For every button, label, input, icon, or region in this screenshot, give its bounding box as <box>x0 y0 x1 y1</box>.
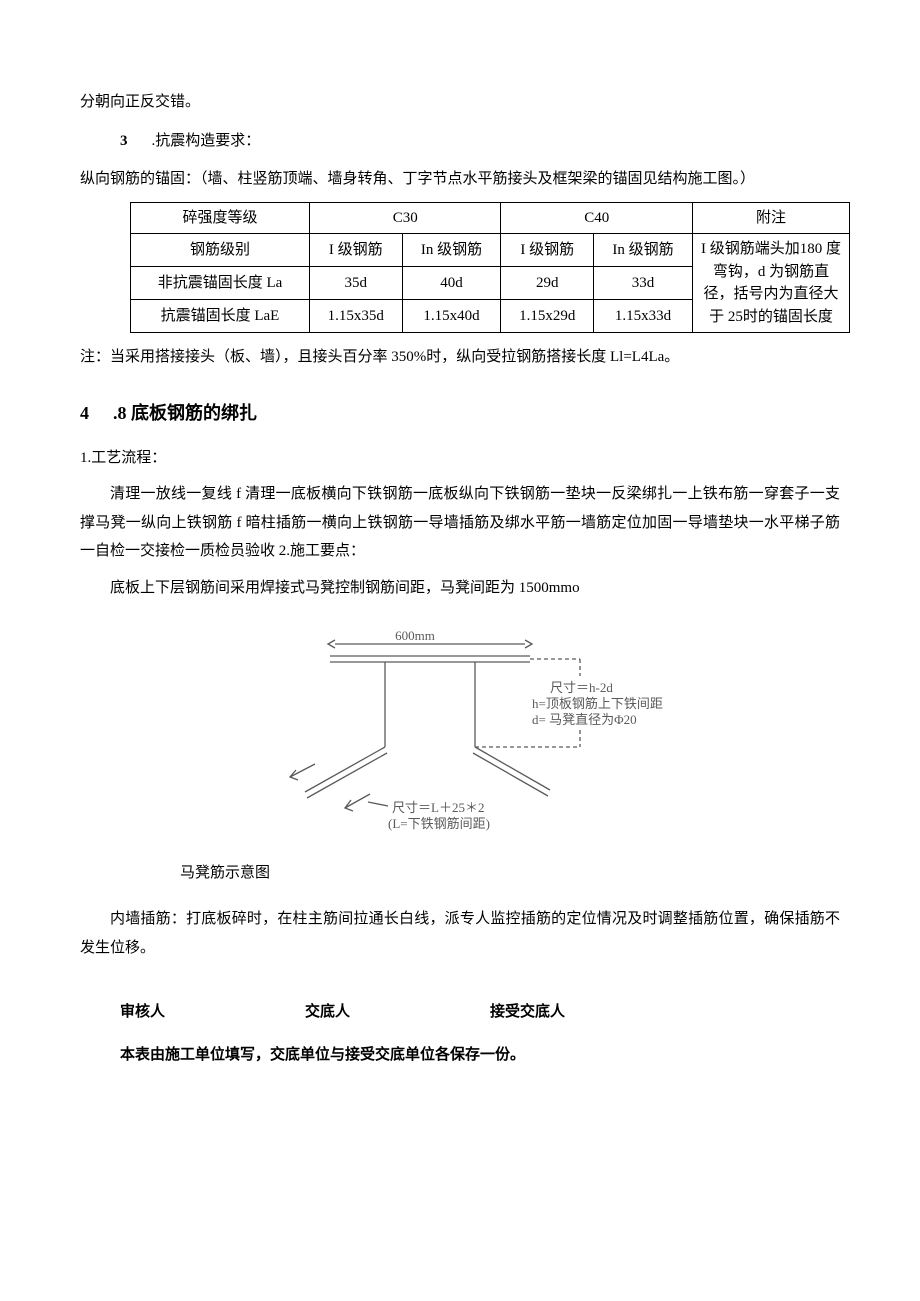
anchorage-table: 碎强度等级 C30 C40 附注 钢筋级别 I 级钢筋 In 级钢筋 I 级钢筋… <box>130 202 850 334</box>
cell-c30: C30 <box>309 202 501 234</box>
cell: 1.15x33d <box>594 300 693 333</box>
cell-lae-header: 抗震锚固长度 LaE <box>131 300 310 333</box>
table-row: 碎强度等级 C30 C40 附注 <box>131 202 850 234</box>
cell: 35d <box>309 267 402 300</box>
table-note: 注：当采用搭接接头（板、墙），且接头百分率 350%时，纵向受拉钢筋搭接长度 L… <box>80 343 840 372</box>
cell: 29d <box>501 267 594 300</box>
cell-rebar-grade: 钢筋级别 <box>131 234 310 267</box>
diagram-wrap: 600mm 尺寸＝h-2d h=顶板钢筋上下铁间距 d= 马凳直径为Φ20 <box>80 622 840 853</box>
cell-la-header: 非抗震锚固长度 La <box>131 267 310 300</box>
heading-text: .8 底板钢筋的绑扎 <box>113 403 257 423</box>
cell: 33d <box>594 267 693 300</box>
signature-row: 审核人 交底人 接受交底人 <box>120 998 840 1027</box>
svg-text:(L=下铁钢筋间距): (L=下铁钢筋间距) <box>388 816 490 831</box>
item-3-text: .抗震构造要求： <box>152 133 261 149</box>
process-label: 1.工艺流程： <box>80 444 840 473</box>
item-3-num: 3 <box>120 133 128 149</box>
footnote: 本表由施工单位填写，交底单位与接受交底单位各保存一份。 <box>120 1041 840 1070</box>
heading-4-8: 4 .8 底板钢筋的绑扎 <box>80 396 840 430</box>
diagram-caption: 马凳筋示意图 <box>180 859 840 888</box>
cell-c40: C40 <box>501 202 693 234</box>
svg-text:尺寸＝L＋25＊2: 尺寸＝L＋25＊2 <box>392 800 484 815</box>
line-top: 分朝向正反交错。 <box>80 88 840 117</box>
cell: 1.15x40d <box>402 300 501 333</box>
cell: In 级钢筋 <box>594 234 693 267</box>
cell-strength-grade: 碎强度等级 <box>131 202 310 234</box>
cell: 1.15x35d <box>309 300 402 333</box>
sig-disclosed-by: 交底人 <box>305 998 350 1027</box>
cell-note-body: I 级钢筋端头加180 度弯钩，d 为钢筋直径，括号内为直径大于 25时的锚固长… <box>693 234 850 333</box>
heading-num: 4 <box>80 403 89 423</box>
item-3: 3 .抗震构造要求： <box>120 127 840 156</box>
cell: 1.15x29d <box>501 300 594 333</box>
svg-text:尺寸＝h-2d: 尺寸＝h-2d <box>550 680 613 695</box>
wall-insert: 内墙插筋：打底板碎时，在柱主筋间拉通长白线，派专人监控插筋的定位情况及时调整插筋… <box>80 905 840 962</box>
cell-note-header: 附注 <box>693 202 850 234</box>
key-point: 底板上下层钢筋间采用焊接式马凳控制钢筋间距，马凳间距为 1500mmo <box>80 574 840 603</box>
cell: I 级钢筋 <box>309 234 402 267</box>
process-body: 清理一放线一复线 f 清理一底板横向下铁钢筋一底板纵向下铁钢筋一垫块一反梁绑扎一… <box>80 480 840 566</box>
table-row: 钢筋级别 I 级钢筋 In 级钢筋 I 级钢筋 In 级钢筋 I 级钢筋端头加1… <box>131 234 850 267</box>
svg-text:h=顶板钢筋上下铁间距: h=顶板钢筋上下铁间距 <box>532 696 663 711</box>
svg-text:d= 马凳直径为Φ20: d= 马凳直径为Φ20 <box>532 712 637 727</box>
cell: In 级钢筋 <box>402 234 501 267</box>
stirrup-diagram: 600mm 尺寸＝h-2d h=顶板钢筋上下铁间距 d= 马凳直径为Φ20 <box>250 622 670 842</box>
svg-text:600mm: 600mm <box>395 628 435 643</box>
sig-reviewer: 审核人 <box>120 998 165 1027</box>
anchorage-intro: 纵向钢筋的锚固：（墙、柱竖筋顶端、墙身转角、丁字节点水平筋接头及框架梁的锚固见结… <box>80 165 840 194</box>
cell: 40d <box>402 267 501 300</box>
cell: I 级钢筋 <box>501 234 594 267</box>
sig-received-by: 接受交底人 <box>490 998 565 1027</box>
